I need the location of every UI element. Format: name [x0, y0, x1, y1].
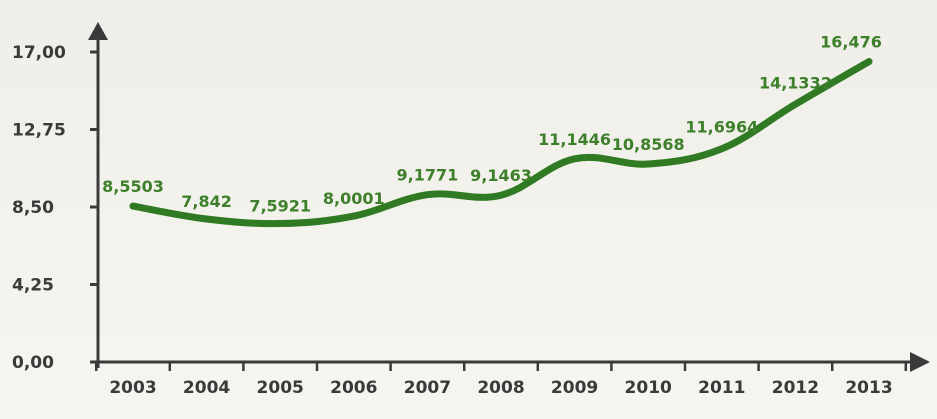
y-axis-arrow — [88, 22, 108, 40]
data-point — [350, 212, 357, 220]
data-point — [277, 220, 284, 227]
data-label: 9,1771 — [397, 166, 459, 185]
x-axis-arrow — [910, 352, 930, 372]
data-point — [497, 192, 505, 199]
x-tick-label: 2013 — [845, 378, 892, 398]
y-axis-ticks: 0,00 4,25 8,50 12,75 17,00 — [12, 43, 98, 373]
x-tick-label: 2010 — [625, 378, 672, 398]
data-label: 16,476 — [820, 33, 882, 52]
data-point — [203, 215, 210, 223]
x-tick-label: 2008 — [477, 378, 524, 398]
series-group — [129, 58, 873, 228]
x-tick-label: 2004 — [183, 378, 230, 398]
series-line — [129, 58, 873, 228]
x-tick-label: 2009 — [551, 378, 598, 398]
y-tick-label: 12,75 — [12, 121, 66, 141]
x-tick-label: 2011 — [698, 378, 745, 398]
data-point — [865, 58, 873, 65]
x-tick-label: 2012 — [772, 378, 819, 398]
y-tick-label: 4,25 — [12, 276, 54, 296]
data-label: 9,1463 — [470, 166, 532, 185]
x-tick-label: 2006 — [330, 378, 377, 398]
data-point — [571, 155, 578, 162]
data-label: 7,5921 — [249, 197, 311, 216]
data-label: 11,1446 — [538, 130, 611, 149]
data-point — [718, 145, 725, 152]
data-point — [645, 160, 652, 168]
data-label: 8,5503 — [102, 177, 164, 196]
data-point — [792, 101, 799, 108]
data-label: 14,1332 — [759, 73, 832, 92]
data-point — [424, 191, 431, 198]
x-axis-ticks: 2003 2004 2005 2006 2007 2008 2009 2010 2011 2012… — [94, 362, 908, 398]
x-tick-label: 2007 — [404, 378, 451, 398]
x-tick-label: 2003 — [109, 378, 156, 398]
data-label: 10,8568 — [612, 135, 685, 154]
data-point — [129, 202, 137, 210]
axes — [88, 22, 930, 372]
y-tick-label: 0,00 — [12, 353, 54, 373]
data-label: 8,0001 — [323, 189, 385, 208]
data-label: 7,842 — [181, 192, 232, 211]
x-tick-label: 2005 — [257, 378, 304, 398]
y-tick-label: 17,00 — [12, 43, 66, 63]
data-label: 11,6964 — [685, 118, 758, 137]
y-tick-label: 8,50 — [12, 198, 54, 218]
data-labels: 8,5503 7,842 7,5921 8,0001 9,1771 9,1463 11,14… — [102, 33, 882, 216]
